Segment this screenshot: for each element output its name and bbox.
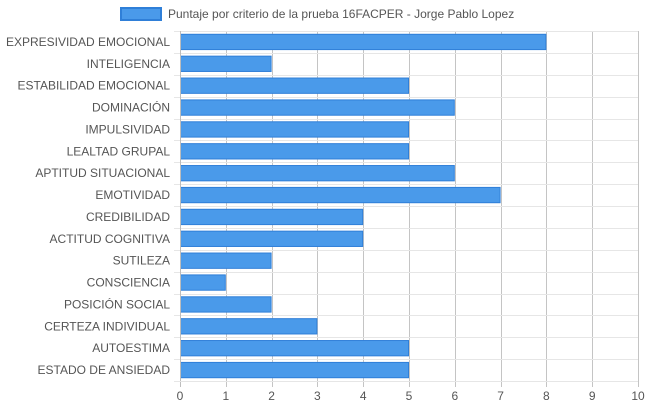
x-tick-label: 5 [406, 389, 413, 403]
x-tick-label: 1 [222, 389, 229, 403]
bar[interactable] [180, 361, 409, 379]
bar[interactable] [180, 186, 501, 204]
bar[interactable] [180, 165, 455, 182]
bar[interactable] [180, 77, 409, 94]
bar[interactable] [180, 318, 318, 335]
bar[interactable] [180, 340, 409, 357]
category-label: POSICIÓN SOCIAL [64, 296, 170, 311]
bar[interactable] [180, 230, 364, 247]
category-label: AUTOESTIMA [92, 341, 170, 355]
bar[interactable] [180, 252, 272, 269]
category-label: CREDIBILIDAD [86, 210, 170, 224]
x-tick-label: 9 [589, 389, 596, 403]
category-label: SUTILEZA [113, 254, 170, 268]
category-label: DOMINACIÓN [92, 100, 170, 115]
bar[interactable] [180, 55, 272, 72]
category-label: EMOTIVIDAD [95, 188, 170, 202]
x-tick-label: 10 [631, 389, 645, 403]
x-tick-label: 6 [451, 389, 458, 403]
category-label: IMPULSIVIDAD [85, 122, 170, 136]
category-label: CONSCIENCIA [87, 276, 170, 290]
category-labels: EXPRESIVIDAD EMOCIONAL INTELIGENCIA ESTABI… [6, 35, 170, 377]
legend-label: Puntaje por criterio de la prueba 16FACP… [168, 7, 514, 21]
x-tick-label: 7 [497, 389, 504, 403]
bar[interactable] [180, 208, 364, 226]
category-label: ESTABILIDAD EMOCIONAL [18, 79, 171, 93]
gridlines [174, 31, 639, 387]
category-label: APTITUD SITUACIONAL [35, 166, 170, 180]
x-tick-label: 4 [360, 389, 367, 403]
bar[interactable] [180, 296, 272, 313]
legend[interactable]: Puntaje por criterio de la prueba 16FACP… [120, 7, 514, 21]
legend-swatch [120, 7, 162, 21]
x-tick-label: 2 [268, 389, 275, 403]
x-tick-labels: 0 1 2 3 4 5 6 7 8 9 10 [177, 389, 645, 403]
bar[interactable] [180, 33, 547, 51]
category-label: ACTITUD COGNITIVA [50, 232, 170, 246]
x-tick-label: 8 [543, 389, 550, 403]
bar[interactable] [180, 121, 409, 138]
category-label: LEALTAD GRUPAL [67, 144, 171, 158]
bar[interactable] [180, 99, 455, 116]
category-label: INTELIGENCIA [87, 57, 170, 71]
category-label: ESTADO DE ANSIEDAD [38, 363, 171, 377]
category-label: EXPRESIVIDAD EMOCIONAL [6, 35, 170, 49]
x-tick-label: 0 [177, 389, 184, 403]
bar[interactable] [180, 143, 409, 160]
bar[interactable] [180, 274, 226, 291]
x-tick-label: 3 [314, 389, 321, 403]
category-label: CERTEZA INDIVIDUAL [44, 319, 170, 333]
